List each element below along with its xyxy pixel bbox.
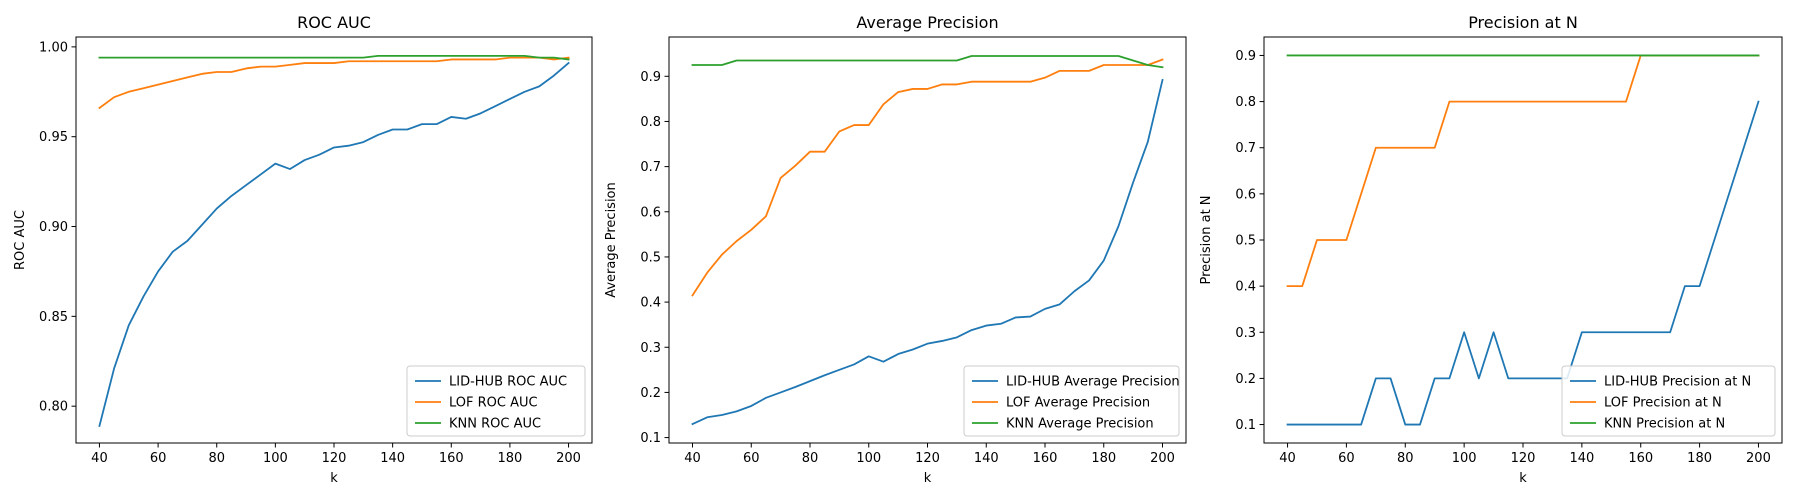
x-axis-label: k <box>330 471 338 486</box>
chart-title: ROC AUC <box>297 13 371 32</box>
y-tick-label: 0.6 <box>1235 187 1256 202</box>
x-axis-label: k <box>924 471 932 486</box>
y-tick-label: 0.4 <box>640 296 661 311</box>
legend-box <box>963 365 1180 437</box>
series-line-3 <box>98 54 570 61</box>
series-line-2 <box>98 56 570 110</box>
legend: LID-HUB ROC AUC LOF ROC AUC KNN ROC AUC <box>406 365 586 437</box>
x-tick-label: 200 <box>1150 451 1175 466</box>
y-tick-label: 0.8 <box>1235 95 1256 110</box>
x-tick-label: 80 <box>802 451 819 466</box>
y-tick-label: 0.80 <box>39 400 68 415</box>
y-tick-label: 0.7 <box>640 160 661 175</box>
series-line-1 <box>98 61 570 428</box>
legend-label: LID-HUB Precision at N <box>1604 375 1751 390</box>
y-tick-label: 0.1 <box>1235 418 1256 433</box>
x-tick-label: 40 <box>684 451 701 466</box>
x-tick-label: 80 <box>1397 451 1414 466</box>
x-tick-label: 200 <box>1746 451 1771 466</box>
x-tick-label: 120 <box>1511 451 1536 466</box>
legend-label: KNN Precision at N <box>1604 417 1725 432</box>
x-tick-label: 160 <box>1033 451 1058 466</box>
x-tick-label: 160 <box>439 451 464 466</box>
series-line-1 <box>1286 100 1760 426</box>
x-tick-label: 40 <box>1279 451 1296 466</box>
chart-panel-2: 40 60 80 100 120 140 160 180 200 0.1 0.2 0.3 0.4 0.5 0… <box>604 13 1187 486</box>
y-tick-label: 0.2 <box>640 386 661 401</box>
x-tick-label: 160 <box>1628 451 1653 466</box>
x-tick-label: 140 <box>1569 451 1594 466</box>
series-line-3 <box>691 55 1164 69</box>
x-tick-label: 60 <box>150 451 167 466</box>
x-tick-label: 100 <box>856 451 881 466</box>
legend-label: LOF Average Precision <box>1006 396 1150 411</box>
series-line-1 <box>691 78 1164 426</box>
x-tick-label: 100 <box>263 451 288 466</box>
y-tick-label: 0.8 <box>640 115 661 130</box>
legend-label: LOF ROC AUC <box>449 396 538 411</box>
x-tick-label: 40 <box>91 451 108 466</box>
y-tick-label: 0.9 <box>1235 49 1256 64</box>
y-tick-label: 0.95 <box>39 130 68 145</box>
series-line-2 <box>1286 54 1760 288</box>
x-tick-label: 180 <box>1687 451 1712 466</box>
y-tick-label: 0.1 <box>640 431 661 446</box>
x-tick-label: 60 <box>1338 451 1355 466</box>
y-tick-label: 0.7 <box>1235 141 1256 156</box>
x-tick-label: 140 <box>974 451 999 466</box>
x-tick-label: 80 <box>208 451 225 466</box>
legend: LID-HUB Average Precision LOF Average Pre… <box>963 365 1180 437</box>
x-tick-label: 60 <box>743 451 760 466</box>
chart-title: Precision at N <box>1468 13 1578 32</box>
legend-label: LID-HUB Average Precision <box>1006 375 1180 390</box>
legend-label: KNN Average Precision <box>1006 417 1154 432</box>
y-tick-label: 0.2 <box>1235 372 1256 387</box>
chart-panel-3: 40 60 80 100 120 140 160 180 200 0.1 0.2 0.3 0.4 0.5 0… <box>1199 13 1783 486</box>
legend-label: KNN ROC AUC <box>449 417 541 432</box>
series-line-2 <box>691 58 1164 297</box>
y-tick-label: 0.3 <box>1235 326 1256 341</box>
legend: LID-HUB Precision at N LOF Precision at N… <box>1561 365 1776 437</box>
x-tick-label: 180 <box>497 451 522 466</box>
x-tick-label: 200 <box>556 451 581 466</box>
y-tick-label: 0.5 <box>640 250 661 265</box>
x-tick-label: 180 <box>1091 451 1116 466</box>
chart-panel-1: 40 60 80 100 120 140 160 180 200 0.80 0.85 0.90 0.95… <box>13 13 593 486</box>
y-tick-label: 0.9 <box>640 70 661 85</box>
y-tick-label: 0.5 <box>1235 234 1256 249</box>
x-tick-label: 100 <box>1452 451 1477 466</box>
legend-box <box>1561 365 1776 437</box>
chart-title: Average Precision <box>856 13 998 32</box>
y-tick-label: 1.00 <box>39 40 68 55</box>
x-tick-label: 140 <box>380 451 405 466</box>
y-axis-label: ROC AUC <box>13 210 28 270</box>
y-tick-label: 0.4 <box>1235 280 1256 295</box>
y-tick-label: 0.90 <box>39 220 68 235</box>
legend-label: LOF Precision at N <box>1604 396 1722 411</box>
y-axis-label: Precision at N <box>1199 195 1214 284</box>
x-tick-label: 120 <box>322 451 347 466</box>
x-tick-label: 120 <box>915 451 940 466</box>
y-tick-label: 0.85 <box>39 310 68 325</box>
y-tick-label: 0.6 <box>640 205 661 220</box>
legend-label: LID-HUB ROC AUC <box>449 375 567 390</box>
legend-box <box>406 365 586 437</box>
y-axis-label: Average Precision <box>604 182 619 298</box>
y-tick-label: 0.3 <box>640 341 661 356</box>
x-axis-label: k <box>1519 471 1527 486</box>
